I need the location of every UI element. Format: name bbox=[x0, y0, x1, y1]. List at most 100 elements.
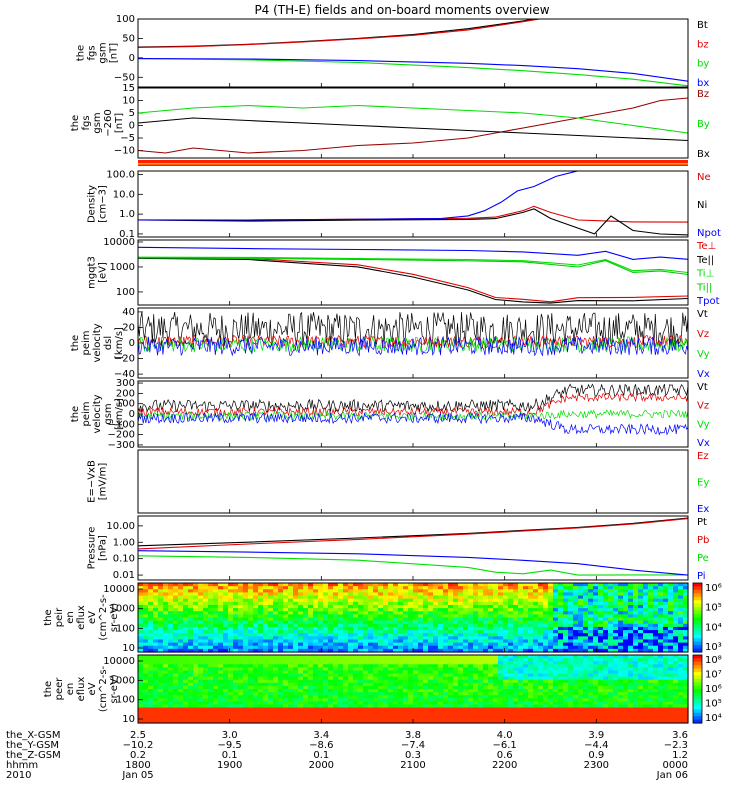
heatmap-cell bbox=[558, 598, 564, 603]
heatmap-cell bbox=[243, 639, 249, 644]
heatmap-cell bbox=[573, 604, 579, 609]
heatmap-cell bbox=[408, 664, 414, 668]
heatmap-cell bbox=[628, 719, 634, 724]
heatmap-cell bbox=[323, 598, 329, 603]
heatmap-cell bbox=[518, 645, 524, 650]
heatmap-cell bbox=[173, 707, 179, 712]
heatmap-cell bbox=[423, 695, 429, 699]
heatmap-cell bbox=[308, 670, 314, 675]
heatmap-cell bbox=[153, 679, 159, 684]
heatmap-cell bbox=[463, 685, 469, 690]
heatmap-cell bbox=[568, 667, 574, 672]
heatmap-cell bbox=[458, 661, 464, 665]
heatmap-cell bbox=[418, 617, 424, 622]
y-label-line: fgs bbox=[81, 115, 92, 130]
heatmap-cell bbox=[593, 682, 599, 687]
heatmap-cell bbox=[473, 719, 479, 724]
heatmap-cell bbox=[383, 658, 389, 662]
heatmap-cell bbox=[293, 679, 299, 684]
heatmap-cell bbox=[288, 614, 294, 619]
heatmap-cell bbox=[513, 592, 519, 597]
heatmap-cell bbox=[678, 670, 684, 675]
heatmap-cell bbox=[653, 617, 659, 622]
heatmap-cell bbox=[628, 679, 634, 684]
heatmap-cell bbox=[598, 636, 604, 641]
heatmap-cell bbox=[268, 604, 274, 609]
heatmap-cell bbox=[598, 592, 604, 597]
heatmap-cell bbox=[508, 626, 514, 631]
heatmap-cell bbox=[158, 710, 164, 715]
heatmap-cell bbox=[508, 595, 514, 600]
heatmap-cell bbox=[563, 692, 569, 696]
heatmap-cell bbox=[313, 617, 319, 622]
heatmap-cell bbox=[213, 617, 219, 622]
heatmap-cell bbox=[568, 592, 574, 597]
heatmap-cell bbox=[668, 655, 674, 659]
heatmap-cell bbox=[448, 664, 454, 668]
heatmap-cell bbox=[463, 586, 469, 590]
heatmap-cell bbox=[598, 648, 604, 653]
heatmap-cell bbox=[553, 707, 559, 712]
heatmap-cell bbox=[248, 626, 254, 631]
heatmap-cell bbox=[443, 701, 449, 706]
heatmap-cell bbox=[623, 698, 629, 702]
heatmap-cell bbox=[228, 589, 234, 594]
heatmap-cell bbox=[318, 698, 324, 702]
heatmap-cell bbox=[668, 670, 674, 675]
heatmap-cell bbox=[638, 620, 644, 625]
heatmap-cell bbox=[293, 692, 299, 696]
heatmap-cell bbox=[498, 583, 504, 587]
heatmap-cell bbox=[333, 586, 339, 590]
heatmap-cell bbox=[253, 642, 259, 647]
heatmap-cell bbox=[538, 601, 544, 606]
heatmap-cell bbox=[683, 592, 689, 597]
heatmap-cell bbox=[288, 595, 294, 600]
heatmap-cell bbox=[443, 595, 449, 600]
heatmap-cell bbox=[508, 655, 514, 659]
heatmap-cell bbox=[273, 592, 279, 597]
heatmap-cell bbox=[148, 701, 154, 706]
heatmap-cell bbox=[543, 716, 549, 721]
heatmap-cell bbox=[163, 614, 169, 619]
heatmap-cell bbox=[443, 719, 449, 724]
heatmap-cell bbox=[438, 617, 444, 622]
heatmap-cell bbox=[398, 592, 404, 597]
heatmap-cell bbox=[593, 639, 599, 644]
heatmap-cell bbox=[568, 601, 574, 606]
heatmap-cell bbox=[563, 604, 569, 609]
heatmap-cell bbox=[568, 633, 574, 637]
heatmap-cell bbox=[593, 667, 599, 672]
heatmap-cell bbox=[288, 710, 294, 715]
heatmap-cell bbox=[608, 704, 614, 709]
heatmap-cell bbox=[478, 636, 484, 641]
heatmap-cell bbox=[603, 636, 609, 641]
heatmap-cell bbox=[673, 595, 679, 600]
heatmap-cell bbox=[558, 586, 564, 590]
heatmap-cell bbox=[253, 679, 259, 684]
heatmap-cell bbox=[368, 707, 374, 712]
heatmap-cell bbox=[378, 642, 384, 647]
heatmap-cell bbox=[583, 614, 589, 619]
heatmap-cell bbox=[303, 592, 309, 597]
heatmap-cell bbox=[478, 658, 484, 662]
heatmap-cell bbox=[193, 685, 199, 690]
heatmap-cell bbox=[483, 623, 489, 628]
heatmap-cell bbox=[563, 664, 569, 668]
heatmap-cell bbox=[648, 701, 654, 706]
heatmap-cell bbox=[673, 620, 679, 625]
heatmap-cell bbox=[348, 623, 354, 628]
y-label-line: velocity bbox=[92, 394, 103, 433]
heatmap-cell bbox=[168, 630, 174, 634]
heatmap-cell bbox=[543, 707, 549, 712]
heatmap-cell bbox=[483, 716, 489, 721]
heatmap-cell bbox=[443, 630, 449, 634]
heatmap-cell bbox=[678, 611, 684, 615]
heatmap-cell bbox=[463, 713, 469, 718]
heatmap-cell bbox=[278, 636, 284, 641]
heatmap-cell bbox=[618, 595, 624, 600]
heatmap-cell bbox=[273, 698, 279, 702]
heatmap-cell bbox=[548, 658, 554, 662]
heatmap-cell bbox=[433, 670, 439, 675]
heatmap-cell bbox=[443, 692, 449, 696]
heatmap-cell bbox=[603, 614, 609, 619]
